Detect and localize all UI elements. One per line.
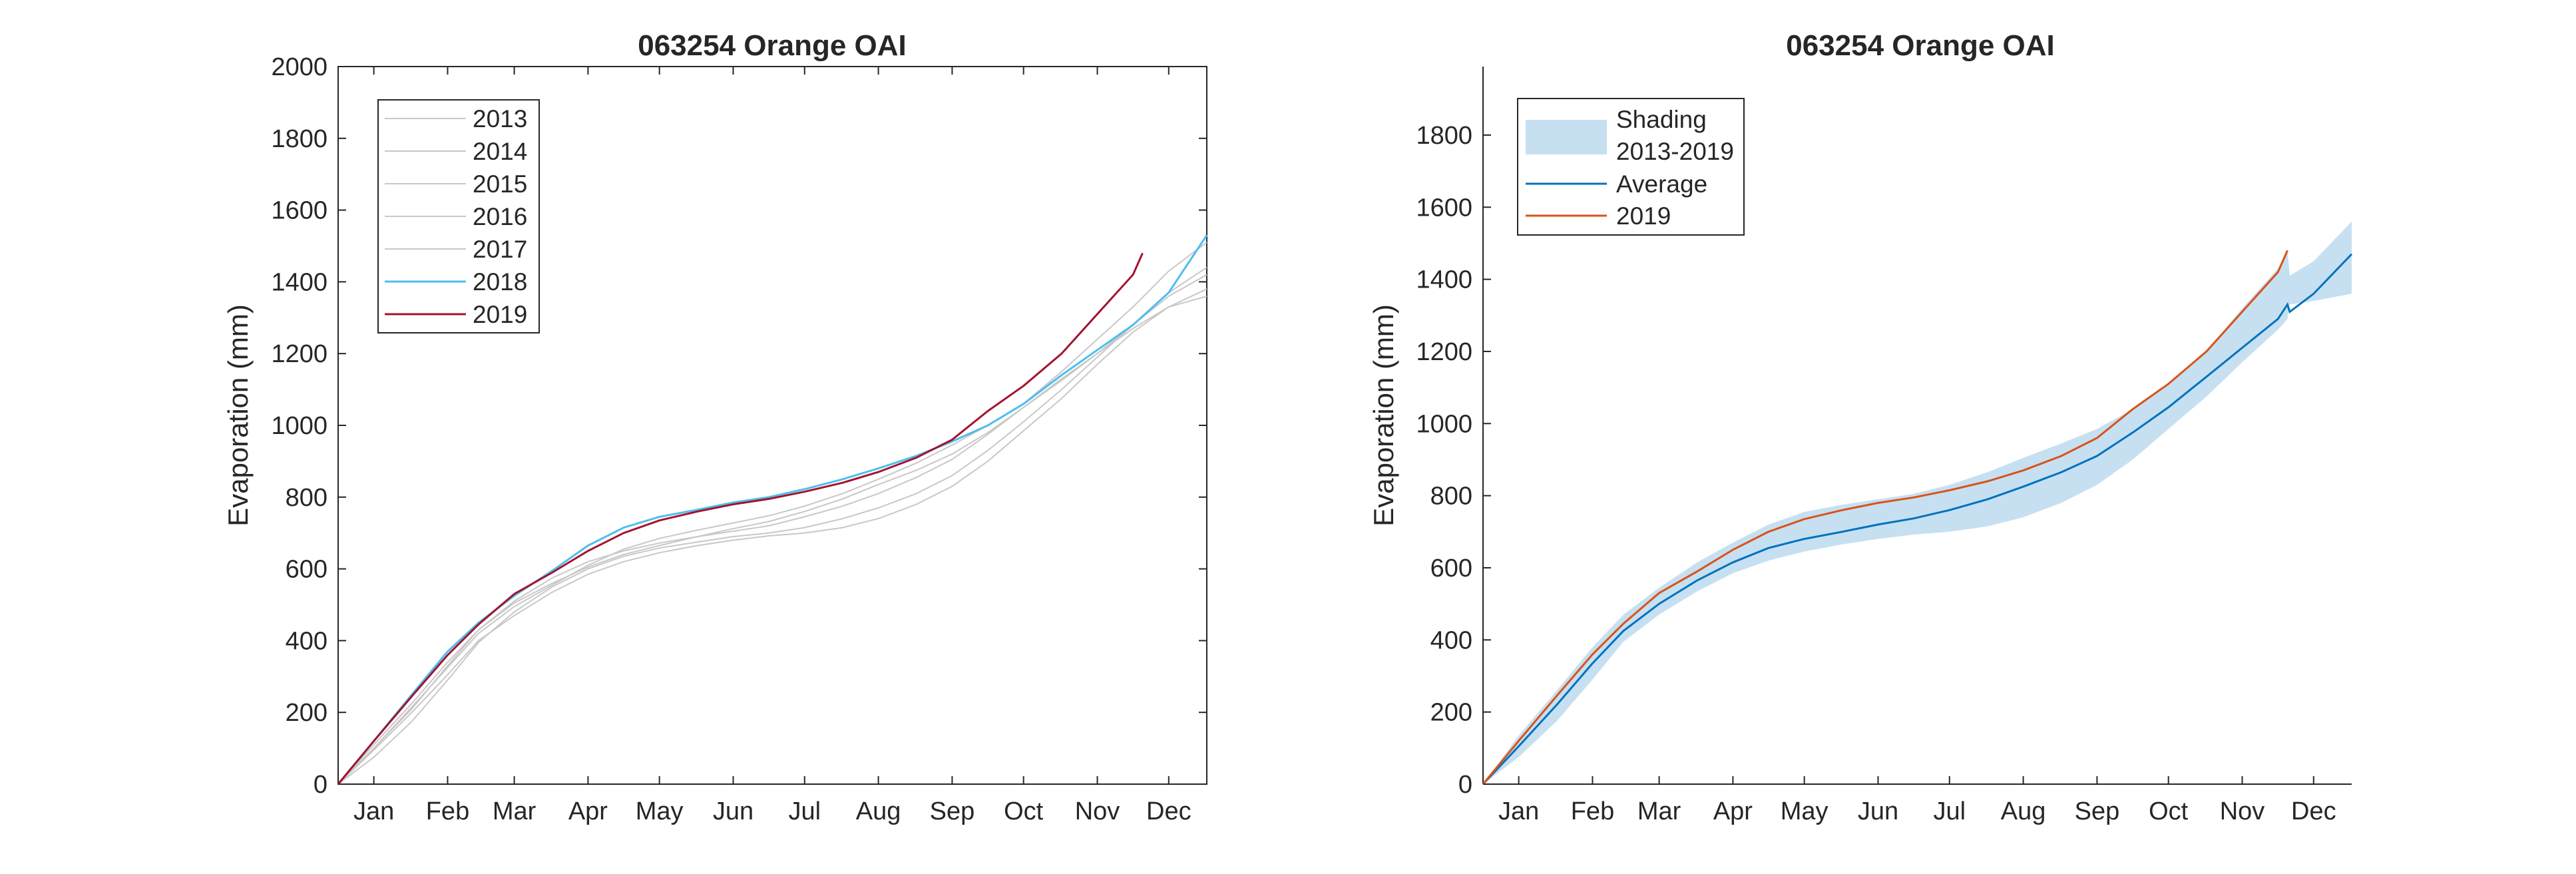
legend-label-shading-line-1: Shading	[1616, 106, 1707, 133]
x-tick-label: Feb	[426, 797, 469, 825]
y-tick-label: 800	[1430, 483, 1472, 511]
legend-label-2017: 2017	[473, 236, 527, 263]
series-line-2018	[337, 234, 1208, 785]
y-tick-label: 200	[286, 699, 327, 727]
legend-label-2018: 2018	[473, 268, 527, 296]
x-tick-label: Oct	[2149, 797, 2189, 825]
x-tick-label: Nov	[1075, 797, 1120, 825]
series-line-2014	[337, 274, 1207, 785]
y-tick-label: 400	[286, 627, 327, 655]
x-tick-label: Jul	[1933, 797, 1966, 825]
x-tick-label: Dec	[1146, 797, 1191, 825]
x-tick-label: May	[1781, 797, 1828, 825]
y-tick-label: 2000	[271, 53, 327, 81]
y-tick-label: 600	[1430, 554, 1472, 582]
x-tick-label: Jun	[1858, 797, 1898, 825]
chart-panel-right: 063254 Orange OAI Evaporation (mm) 0 200 4…	[1368, 29, 2353, 825]
series-line-2015	[337, 296, 1207, 785]
chart-panel-left: 063254 Orange OAI Evaporation (mm) 0 200 4…	[222, 29, 1208, 825]
series-line-average	[1482, 253, 2353, 785]
legend-label-2013: 2013	[473, 105, 527, 132]
x-tick-label: Dec	[2291, 797, 2336, 825]
ticks-layer: 0 200 400 600 800 1000 1200 1400 1600 1800 Jan Feb M…	[1416, 122, 2336, 825]
x-tick-label: Apr	[568, 797, 608, 825]
y-axis-label: Evaporation (mm)	[222, 304, 254, 527]
series-layer	[337, 234, 1208, 785]
y-tick-label: 1400	[1416, 266, 1472, 294]
shading-band	[1483, 221, 2352, 784]
y-tick-label: 0	[314, 771, 327, 799]
series-line-2016	[337, 266, 1207, 785]
x-tick-label: Oct	[1004, 797, 1044, 825]
y-tick-label: 0	[1458, 771, 1472, 799]
y-tick-label: 800	[286, 484, 327, 512]
x-tick-label: Aug	[2001, 797, 2046, 825]
x-tick-label: Jul	[788, 797, 821, 825]
legend-label-shading-line-2: 2013-2019	[1616, 138, 1734, 165]
chart-title: 063254 Orange OAI	[1786, 29, 2055, 62]
legend-label-average: Average	[1616, 170, 1707, 198]
legend-swatch-shading	[1526, 120, 1607, 154]
y-tick-label: 1200	[271, 340, 327, 368]
y-tick-label: 400	[1430, 626, 1472, 654]
series-line-2019	[337, 252, 1144, 785]
y-tick-label: 1000	[1416, 410, 1472, 438]
series-line-2019	[1482, 250, 2288, 785]
x-tick-label: Mar	[1637, 797, 1681, 825]
y-tick-label: 200	[1430, 699, 1472, 727]
x-tick-label: May	[636, 797, 684, 825]
y-tick-label: 600	[286, 556, 327, 584]
legend-label-2019: 2019	[1616, 202, 1671, 230]
y-tick-label: 1600	[1416, 194, 1472, 222]
legend-label-2019: 2019	[473, 301, 527, 328]
x-tick-label: Jun	[713, 797, 753, 825]
x-tick-label: Apr	[1713, 797, 1753, 825]
x-tick-label: Aug	[856, 797, 901, 825]
series-layer	[1482, 221, 2353, 785]
x-tick-label: Sep	[930, 797, 975, 825]
x-tick-label: Sep	[2075, 797, 2120, 825]
legend: Shading 2013-2019 Average 2019	[1517, 98, 1745, 236]
y-axis-label: Evaporation (mm)	[1368, 304, 1399, 527]
legend-label-2015: 2015	[473, 170, 527, 198]
ticks-layer: 0 200 400 600 800 1000 1200 1400 1600 1800 2000 Jan…	[271, 53, 1207, 825]
y-tick-label: 1800	[1416, 122, 1472, 150]
y-tick-label: 1000	[271, 412, 327, 440]
y-tick-label: 1400	[271, 268, 327, 296]
x-tick-label: Mar	[493, 797, 537, 825]
y-tick-label: 1600	[271, 197, 327, 225]
legend-label-2014: 2014	[473, 138, 527, 165]
x-tick-label: Feb	[1571, 797, 1614, 825]
chart-title: 063254 Orange OAI	[638, 29, 907, 62]
series-line-2017	[337, 242, 1207, 785]
x-tick-label: Jan	[353, 797, 394, 825]
x-tick-label: Nov	[2220, 797, 2265, 825]
legend-rows: 2013 2014 2015 2016 2017 2018 2019	[385, 105, 527, 328]
y-tick-label: 1200	[1416, 338, 1472, 366]
legend: 2013 2014 2015 2016 2017 2018 2019	[377, 99, 540, 333]
y-tick-label: 1800	[271, 125, 327, 153]
legend-label-2016: 2016	[473, 203, 527, 230]
x-tick-label: Jan	[1498, 797, 1539, 825]
